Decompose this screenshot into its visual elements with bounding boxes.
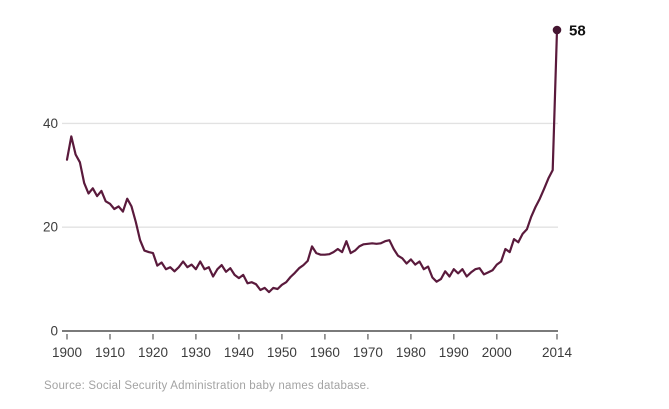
source-note: Source: Social Security Administration b… bbox=[44, 380, 370, 392]
x-tick-label-1980: 1980 bbox=[396, 345, 426, 360]
line-chart: 0 20 40 1900 1910 1920 1930 1940 1950 1960 1970 198… bbox=[43, 23, 586, 361]
gridlines bbox=[62, 122, 558, 228]
y-axis-labels: 0 20 40 bbox=[43, 116, 58, 339]
x-tick-label-1950: 1950 bbox=[267, 345, 297, 360]
x-tick-label-1970: 1970 bbox=[353, 345, 383, 360]
endpoint-value-label: 58 bbox=[569, 23, 586, 40]
x-tick-label-1920: 1920 bbox=[138, 345, 168, 360]
x-tick-label-1940: 1940 bbox=[224, 345, 254, 360]
x-axis-ticks: 1900 1910 1920 1930 1940 1950 1960 1970 1980 1990… bbox=[52, 334, 573, 360]
x-tick-label-1930: 1930 bbox=[181, 345, 211, 360]
x-tick-label-2014: 2014 bbox=[542, 345, 573, 360]
x-tick-label-1990: 1990 bbox=[439, 345, 469, 360]
y-tick-label-40: 40 bbox=[43, 116, 58, 131]
x-tick-label-1960: 1960 bbox=[310, 345, 340, 360]
x-tick-label-1910: 1910 bbox=[95, 345, 125, 360]
x-tick-label-1900: 1900 bbox=[52, 345, 82, 360]
y-tick-label-0: 0 bbox=[50, 324, 58, 339]
x-tick-label-2000: 2000 bbox=[482, 345, 512, 360]
series-path bbox=[65, 28, 559, 294]
y-tick-label-20: 20 bbox=[43, 220, 58, 235]
endpoint-dot bbox=[552, 25, 562, 35]
